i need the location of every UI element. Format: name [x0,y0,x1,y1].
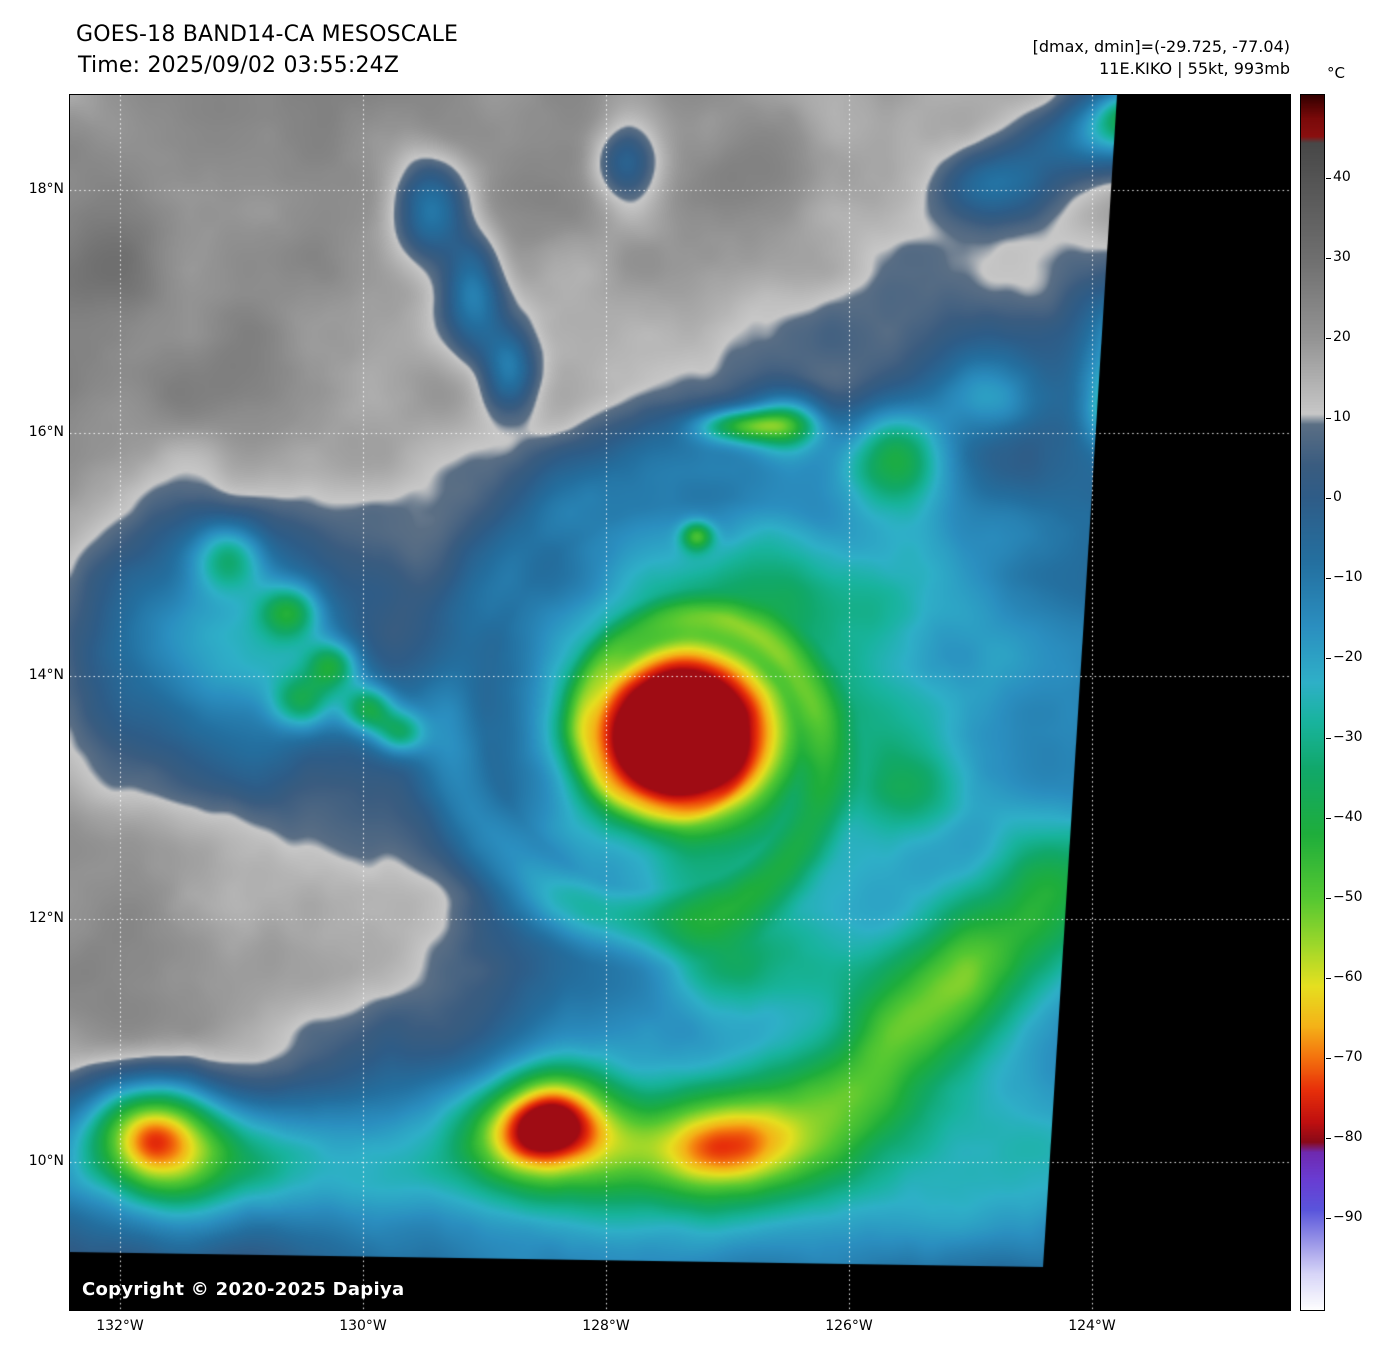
lon-tick-label: 124°W [1068,1318,1116,1334]
colorbar-tick-label: −60 [1333,969,1363,986]
colorbar-tickmark [1326,738,1331,740]
temperature-colorbar [1300,94,1325,1311]
colorbar-gradient [1301,95,1324,1310]
colorbar-tick-label: 30 [1333,249,1351,266]
page-title: GOES-18 BAND14-CA MESOSCALE [76,22,459,47]
colorbar-tick-label: 0 [1333,489,1342,506]
lon-tick-label: 130°W [339,1318,387,1334]
colorbar-tickmark [1326,338,1331,340]
timestamp: Time: 2025/09/02 03:55:24Z [78,53,400,78]
colorbar-unit-label: °C [1327,64,1345,82]
colorbar-tickmark [1326,1058,1331,1060]
colorbar-tickmark [1326,1218,1331,1219]
colorbar-tick-label: −20 [1333,649,1363,666]
storm-info-readout: 11E.KIKO | 55kt, 993mb [1099,59,1290,78]
colorbar-tickmark [1326,498,1331,500]
copyright-watermark: Copyright © 2020-2025 Dapiya [82,1279,405,1300]
latitude-axis: 18°N 16°N 14°N 12°N 10°N [0,95,66,1310]
colorbar-tick-label: 40 [1333,169,1351,186]
colorbar-tickmark [1326,898,1331,900]
colorbar-tickmark [1326,418,1331,420]
colorbar-tickmark [1326,258,1331,260]
colorbar-tick-label: −70 [1333,1049,1363,1066]
colorbar-tick-label: 10 [1333,409,1351,426]
lat-tick-label: 10°N [28,1152,64,1169]
colorbar-tick-label: −30 [1333,729,1363,746]
colorbar-tick-label: −40 [1333,809,1363,826]
colorbar-tick-label: −50 [1333,889,1363,906]
colorbar-tickmark [1326,658,1331,660]
colorbar-tickmark [1326,178,1331,180]
lat-tick-label: 12°N [28,909,64,926]
lat-tick-label: 18°N [28,180,64,197]
lon-tick-label: 132°W [96,1318,144,1334]
colorbar-tickmark [1326,1138,1331,1140]
readout-block: [dmax, dmin]=(-29.725, -77.04) 11E.KIKO … [1033,36,1290,80]
colorbar-axis: 40 30 20 10 0 −10 −20 −30 −40 −50 −60 −70 −80 −90 [1300,95,1390,1310]
colorbar-tick-label: −10 [1333,569,1363,586]
satellite-map-panel: Copyright © 2020-2025 Dapiya [69,94,1291,1311]
lon-tick-label: 128°W [582,1318,630,1334]
lat-tick-label: 14°N [28,666,64,683]
colorbar-tick-label: 20 [1333,329,1351,346]
colorbar-tickmark [1326,978,1331,980]
colorbar-tickmark [1326,818,1331,820]
data-minmax-readout: [dmax, dmin]=(-29.725, -77.04) [1032,37,1290,56]
lon-tick-label: 126°W [825,1318,873,1334]
colorbar-tick-label: −80 [1333,1129,1363,1146]
longitude-axis: 132°W 130°W 128°W 126°W 124°W [70,1318,1290,1338]
colorbar-tick-label: −90 [1333,1209,1363,1225]
colorbar-tickmark [1326,578,1331,580]
lat-tick-label: 16°N [28,423,64,440]
satellite-ir-image [70,95,1290,1310]
